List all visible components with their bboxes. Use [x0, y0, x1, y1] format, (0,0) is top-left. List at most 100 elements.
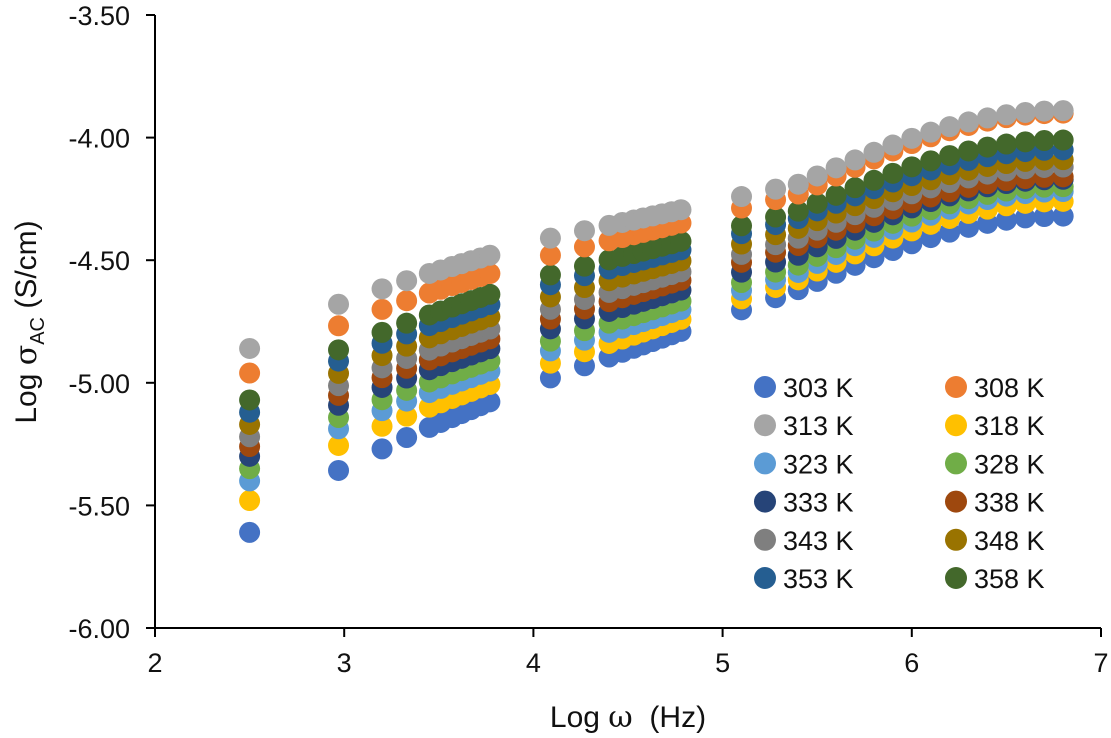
data-point	[371, 298, 393, 320]
legend-label: 308 K	[974, 373, 1045, 403]
y-tick-label: -4.50	[68, 246, 130, 276]
data-point	[328, 293, 350, 315]
x-tick-label: 4	[526, 648, 541, 678]
data-point	[479, 263, 501, 285]
legend-label: 353 K	[783, 564, 854, 594]
data-point	[731, 186, 753, 208]
data-point	[863, 141, 885, 163]
data-point	[328, 315, 350, 337]
data-point	[239, 337, 261, 359]
legend-label: 343 K	[783, 526, 854, 556]
x-tick-label: 3	[337, 648, 352, 678]
data-point	[371, 278, 393, 300]
data-point	[1052, 129, 1074, 151]
legend-marker	[754, 567, 776, 589]
data-point	[1033, 100, 1055, 122]
data-point	[670, 230, 692, 252]
data-point	[396, 290, 418, 312]
data-point	[787, 173, 809, 195]
data-point	[539, 264, 561, 286]
data-point	[328, 459, 350, 481]
y-tick-label: -6.00	[68, 614, 130, 644]
data-point	[939, 145, 961, 167]
data-point	[806, 192, 828, 214]
data-point	[765, 178, 787, 200]
legend-label: 323 K	[783, 449, 854, 479]
legend-marker	[754, 490, 776, 513]
legend-marker	[945, 414, 967, 437]
data-point	[573, 236, 595, 258]
legend-label: 328 K	[974, 449, 1045, 479]
data-point	[396, 405, 418, 427]
legend: 303 K 308 K 313 K 318 K 323 K 328 K 333 K 338 K…	[754, 373, 1045, 594]
data-point	[239, 489, 261, 511]
data-point	[239, 521, 261, 543]
legend-label: 313 K	[783, 411, 854, 441]
y-tick-label: -5.00	[68, 369, 130, 399]
data-point	[371, 438, 393, 460]
data-point	[976, 136, 998, 158]
data-point	[1052, 100, 1074, 122]
legend-label: 348 K	[974, 526, 1045, 556]
data-point	[371, 415, 393, 437]
data-point	[939, 116, 961, 138]
data-point	[573, 255, 595, 277]
data-point	[396, 312, 418, 334]
legend-marker	[945, 567, 967, 589]
data-point	[1052, 205, 1074, 227]
data-point	[844, 149, 866, 171]
data-point	[573, 220, 595, 242]
series-313-K	[239, 100, 1074, 359]
data-point	[539, 227, 561, 249]
series-358-K	[239, 129, 1074, 411]
data-point	[396, 427, 418, 449]
data-point	[479, 283, 501, 305]
data-point	[479, 244, 501, 266]
legend-marker	[754, 376, 776, 398]
x-axis-title: Log ω (Hz)	[550, 700, 706, 735]
data-points-layer	[239, 100, 1074, 543]
data-point	[239, 389, 261, 411]
x-tick-label: 6	[904, 648, 919, 678]
data-point	[396, 270, 418, 292]
data-point	[863, 169, 885, 191]
data-point	[328, 434, 350, 456]
y-tick-label: -5.50	[68, 491, 130, 521]
data-point	[371, 321, 393, 343]
legend-label: 358 K	[974, 564, 1045, 594]
data-point	[1014, 101, 1036, 123]
legend-marker	[945, 490, 967, 513]
x-tick-label: 7	[1093, 648, 1108, 678]
legend-marker	[945, 452, 967, 475]
legend-marker	[754, 414, 776, 437]
data-point	[731, 215, 753, 237]
data-point	[787, 200, 809, 222]
data-point	[765, 206, 787, 228]
legend-label: 338 K	[974, 488, 1045, 518]
data-point	[825, 157, 847, 179]
legend-marker	[754, 528, 776, 551]
data-point	[920, 121, 942, 143]
y-tick-label: -4.00	[68, 124, 130, 154]
data-point	[995, 209, 1017, 231]
data-point	[806, 165, 828, 187]
axis-ticks-layer: 2 3 4 5 6 7 -3.50 -4.00 -4.50 -5.00 -5.50 -6.00	[68, 1, 1108, 678]
data-point	[976, 107, 998, 129]
data-point	[958, 140, 980, 162]
data-point	[539, 244, 561, 266]
legend-marker	[945, 376, 967, 398]
data-point	[958, 111, 980, 133]
data-point	[901, 156, 923, 178]
legend-marker	[945, 528, 967, 551]
data-point	[1033, 129, 1055, 151]
data-point	[995, 104, 1017, 126]
y-tick-label: -3.50	[68, 1, 130, 31]
x-tick-label: 2	[147, 648, 162, 678]
data-point	[844, 177, 866, 199]
data-point	[995, 133, 1017, 155]
legend-label: 303 K	[783, 373, 854, 403]
data-point	[328, 339, 350, 361]
data-point	[1014, 131, 1036, 153]
